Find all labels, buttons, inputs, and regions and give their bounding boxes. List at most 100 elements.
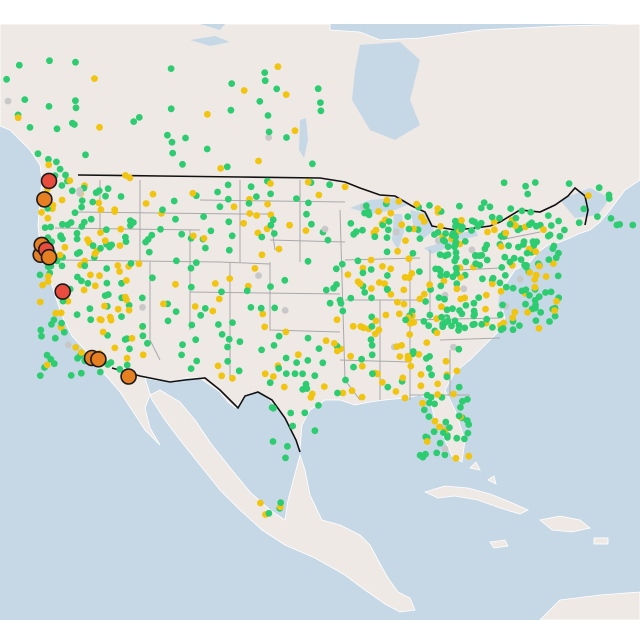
station-dot[interactable] (283, 134, 290, 141)
station-dot[interactable] (56, 165, 64, 173)
station-dot[interactable] (553, 297, 560, 305)
station-dot[interactable] (130, 219, 137, 226)
station-dot[interactable] (383, 196, 391, 204)
station-dot[interactable] (547, 288, 555, 296)
station-dot[interactable] (402, 237, 409, 245)
station-dot[interactable] (480, 199, 488, 207)
station-dot[interactable] (460, 285, 468, 293)
station-dot[interactable] (304, 357, 312, 364)
station-dot[interactable] (126, 345, 133, 353)
station-dot[interactable] (334, 389, 341, 397)
station-dot[interactable] (256, 98, 264, 105)
station-dot[interactable] (80, 286, 88, 294)
station-dot[interactable] (235, 367, 243, 375)
station-dot[interactable] (71, 209, 79, 217)
station-dot[interactable] (72, 104, 80, 112)
station-dot[interactable] (575, 219, 583, 227)
station-dot[interactable] (277, 499, 285, 506)
station-dot[interactable] (128, 334, 136, 342)
station-dot[interactable] (379, 221, 387, 229)
station-dot[interactable] (321, 225, 329, 233)
station-dot[interactable] (294, 351, 302, 359)
station-dot[interactable] (372, 317, 380, 325)
station-dot[interactable] (167, 65, 175, 72)
station-dot[interactable] (34, 150, 42, 158)
station-dot[interactable] (461, 238, 469, 245)
station-dot[interactable] (178, 230, 186, 238)
station-dot[interactable] (526, 291, 533, 299)
station-dot[interactable] (371, 233, 379, 241)
station-dot[interactable] (96, 368, 104, 376)
station-dot[interactable] (509, 326, 517, 334)
station-dot[interactable] (289, 422, 297, 430)
station-dot[interactable] (78, 223, 86, 230)
station-dot[interactable] (509, 284, 517, 292)
station-dot[interactable] (484, 228, 491, 236)
station-dot[interactable] (282, 354, 290, 362)
station-dot[interactable] (434, 380, 442, 388)
station-dot[interactable] (291, 370, 299, 378)
station-dot[interactable] (531, 179, 539, 186)
station-dot[interactable] (459, 397, 466, 405)
station-dot[interactable] (104, 291, 112, 298)
station-dot[interactable] (450, 390, 457, 398)
station-dot[interactable] (73, 235, 81, 243)
station-dot[interactable] (542, 273, 550, 280)
station-dot[interactable] (21, 96, 29, 103)
station-dot[interactable] (496, 214, 503, 222)
station-dot[interactable] (347, 352, 354, 360)
station-dot[interactable] (259, 310, 267, 318)
station-dot[interactable] (118, 313, 125, 320)
station-dot[interactable] (59, 235, 66, 243)
station-dot[interactable] (229, 319, 236, 326)
station-dot[interactable] (478, 320, 486, 328)
station-dot[interactable] (218, 331, 226, 338)
station-dot[interactable] (58, 262, 66, 270)
station-dot[interactable] (145, 248, 153, 256)
station-dot[interactable] (225, 335, 233, 343)
station-dot[interactable] (282, 328, 290, 336)
station-dot[interactable] (367, 256, 375, 264)
station-marker-unhealthy-sensitive[interactable] (90, 350, 107, 368)
station-dot[interactable] (102, 192, 109, 200)
station-dot[interactable] (453, 285, 461, 293)
station-dot[interactable] (64, 297, 72, 305)
station-dot[interactable] (422, 450, 429, 458)
station-dot[interactable] (435, 294, 443, 301)
station-dot[interactable] (401, 394, 409, 402)
station-dot[interactable] (407, 362, 415, 370)
station-dot[interactable] (64, 221, 72, 229)
station-dot[interactable] (532, 248, 540, 256)
station-dot[interactable] (422, 298, 429, 305)
station-dot[interactable] (38, 209, 45, 216)
station-dot[interactable] (149, 274, 156, 282)
station-dot[interactable] (422, 355, 430, 362)
station-dot[interactable] (37, 326, 45, 334)
station-dot[interactable] (230, 203, 238, 211)
station-dot[interactable] (261, 69, 269, 76)
station-dot[interactable] (449, 230, 457, 238)
station-dot[interactable] (309, 160, 316, 168)
station-dot[interactable] (423, 391, 431, 399)
station-dot[interactable] (453, 434, 461, 442)
station-dot[interactable] (453, 280, 461, 288)
station-dot[interactable] (36, 298, 44, 306)
station-dot[interactable] (270, 373, 277, 380)
station-dot[interactable] (91, 75, 98, 82)
station-dot[interactable] (247, 183, 255, 191)
station-dot[interactable] (522, 300, 529, 308)
station-dot[interactable] (116, 268, 123, 275)
station-dot[interactable] (442, 357, 450, 365)
station-dot[interactable] (223, 163, 231, 171)
station-dot[interactable] (78, 203, 85, 211)
station-dot[interactable] (103, 265, 111, 272)
station-dot[interactable] (347, 294, 355, 302)
station-dot[interactable] (123, 354, 131, 362)
station-dot[interactable] (518, 287, 526, 295)
station-dot[interactable] (537, 309, 545, 316)
station-dot[interactable] (488, 213, 496, 221)
station-dot[interactable] (255, 272, 262, 279)
station-dot[interactable] (554, 272, 562, 280)
station-dot[interactable] (535, 262, 543, 270)
station-dot[interactable] (585, 192, 592, 200)
